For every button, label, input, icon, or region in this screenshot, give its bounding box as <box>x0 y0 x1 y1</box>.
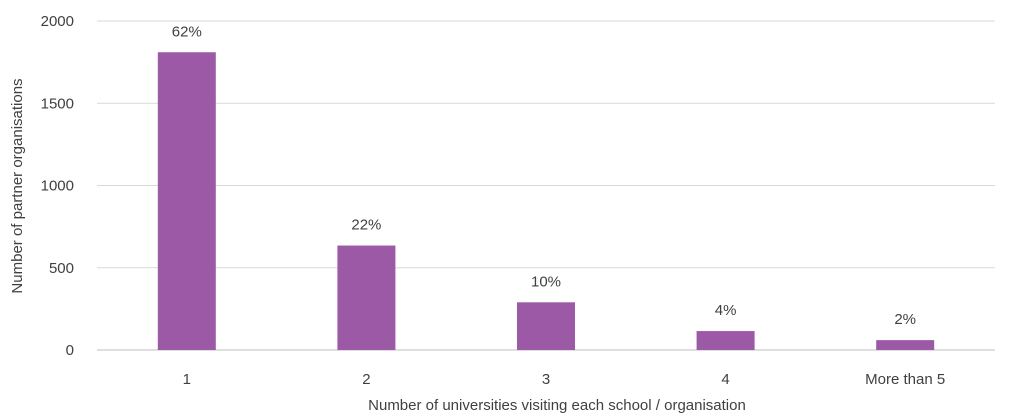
gridlines <box>97 20 995 351</box>
x-tick-label: 3 <box>542 371 550 388</box>
x-tick-label: 2 <box>362 371 370 388</box>
x-axis-title: Number of universities visiting each sch… <box>368 397 746 414</box>
bar <box>157 52 216 350</box>
y-tick-label: 0 <box>66 342 74 359</box>
data-label: 62% <box>172 23 202 40</box>
y-tick-label: 500 <box>49 260 74 277</box>
x-tick-label: More than 5 <box>865 371 945 388</box>
data-label: 22% <box>351 217 381 234</box>
bar <box>876 340 935 350</box>
y-tick-label: 2000 <box>41 13 74 30</box>
y-tick-label: 1000 <box>41 178 74 195</box>
bar <box>517 302 575 350</box>
data-label: 10% <box>531 273 561 290</box>
data-labels: 62% 22% 10% 4% 2% <box>172 23 916 328</box>
bar <box>337 245 396 350</box>
y-axis-ticks: 0 500 1000 1500 2000 <box>41 13 74 359</box>
y-tick-label: 1500 <box>41 95 74 112</box>
x-axis-ticks: 1 2 3 4 More than 5 <box>183 371 946 388</box>
data-label: 4% <box>715 302 737 319</box>
data-label: 2% <box>894 311 916 328</box>
bar <box>696 331 755 350</box>
x-tick-label: 1 <box>183 371 191 388</box>
y-axis-title: Number of partner organisations <box>9 78 26 293</box>
bars <box>157 52 935 350</box>
x-tick-label: 4 <box>721 371 729 388</box>
